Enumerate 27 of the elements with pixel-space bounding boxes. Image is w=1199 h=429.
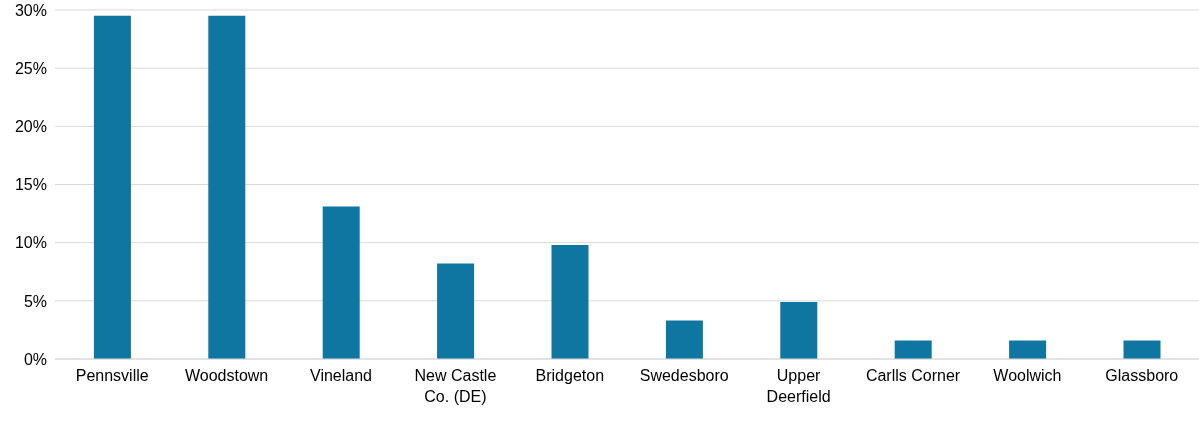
bar [208, 15, 246, 359]
x-tick-label: Glassboro [1105, 367, 1179, 384]
x-tick-label: Vineland [310, 367, 372, 384]
x-tick-label: Bridgeton [535, 367, 605, 384]
y-tick-label: 10% [14, 234, 47, 252]
bar [551, 244, 589, 359]
x-tick-label: Carlls Corner [865, 367, 961, 384]
x-tick-label: Swedesboro [639, 367, 729, 384]
x-tick-label: Woolwich [993, 367, 1062, 384]
x-tick-label: Woodstown [184, 367, 269, 384]
y-tick-label: 15% [14, 176, 47, 194]
bar [1123, 340, 1161, 359]
x-tick-label: Upper Deerfield [766, 367, 831, 405]
x-tick-label: New Castle Co. (DE) [414, 367, 497, 405]
y-tick-label: 5% [23, 292, 47, 310]
bar [665, 320, 703, 359]
bar [780, 302, 818, 359]
bar [93, 15, 131, 359]
y-tick-label: 0% [23, 350, 47, 368]
bar [894, 340, 932, 359]
bar [1009, 340, 1047, 359]
bar [437, 263, 475, 359]
y-tick-label: 30% [14, 1, 47, 19]
y-tick-label: 25% [14, 59, 47, 77]
x-tick-label: Pennsville [75, 367, 149, 384]
y-tick-label: 20% [14, 118, 47, 136]
bar [322, 206, 360, 359]
